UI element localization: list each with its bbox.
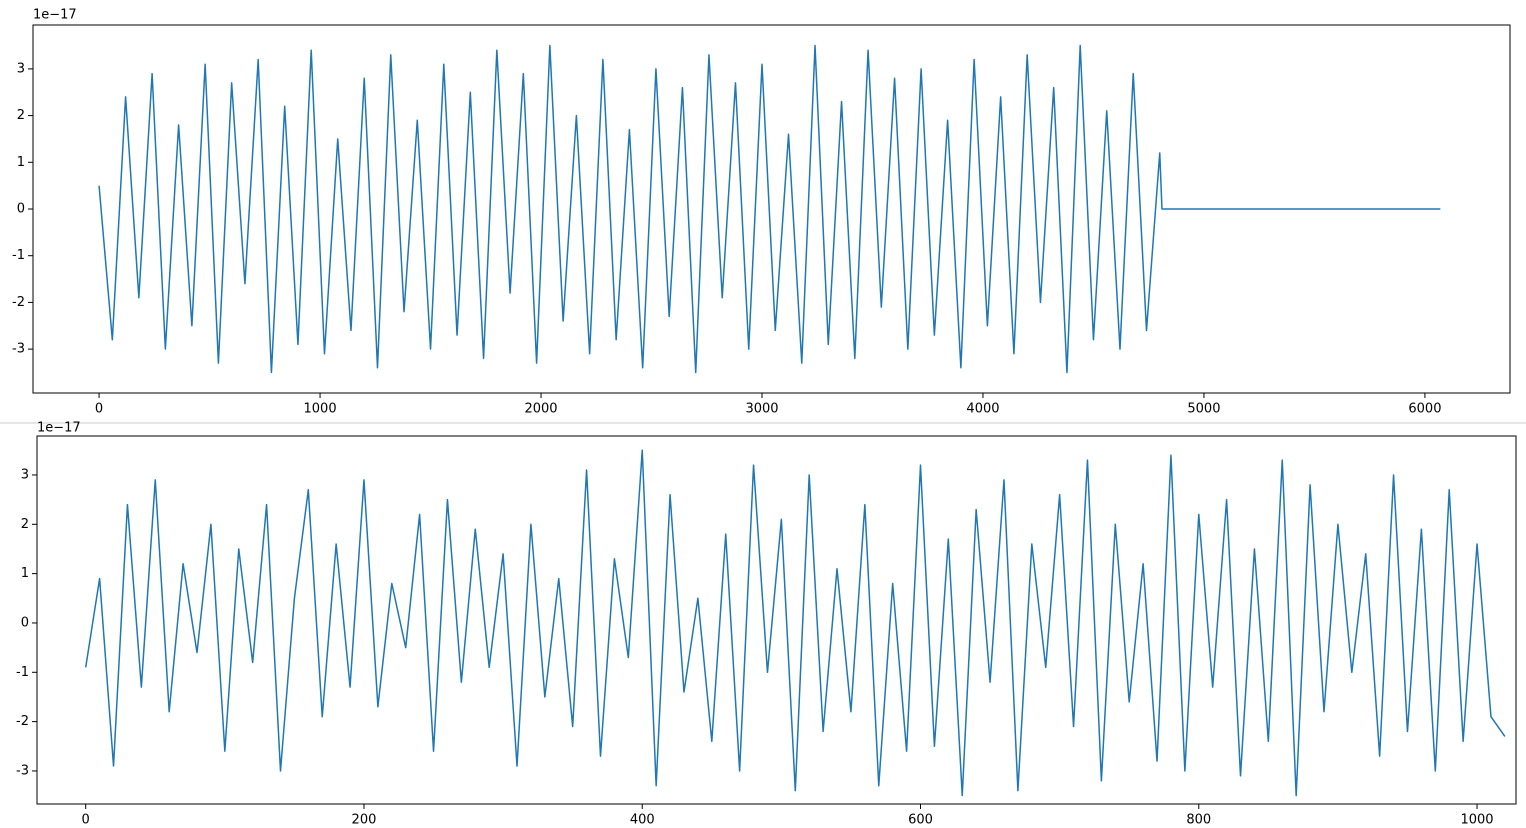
data-line: [84, 449, 1506, 797]
offset-label: 1e−17: [33, 8, 77, 23]
x-tick-label: 4000: [966, 402, 999, 417]
y-tick-label: 3: [17, 61, 25, 76]
x-tick-label: 3000: [745, 402, 778, 417]
x-tick-label: 0: [82, 813, 90, 828]
x-tick-label: 800: [1186, 813, 1211, 828]
y-tick-label: 1: [17, 155, 25, 170]
axes-frame: [36, 435, 1517, 805]
y-tick-label: 1: [21, 566, 29, 581]
x-tick-label: 0: [95, 402, 103, 417]
y-tick-label: -1: [12, 248, 25, 263]
y-tick-label: -1: [16, 665, 29, 680]
data-line: [98, 44, 1441, 374]
x-tick-label: 600: [908, 813, 933, 828]
x-tick-label: 400: [630, 813, 655, 828]
x-tick-label: 6000: [1408, 402, 1441, 417]
x-tick-label: 200: [352, 813, 377, 828]
y-tick-label: 0: [17, 202, 25, 217]
y-tick-label: -3: [16, 763, 29, 778]
y-tick-label: -2: [16, 714, 29, 729]
x-tick-label: 1000: [304, 402, 337, 417]
y-tick-label: 2: [17, 108, 25, 123]
x-tick-label: 2000: [524, 402, 557, 417]
x-tick-label: 5000: [1187, 402, 1220, 417]
x-tick-label: 1000: [1460, 813, 1493, 828]
y-tick-label: 0: [21, 615, 29, 630]
y-tick-label: 3: [21, 467, 29, 482]
y-tick-label: 2: [21, 517, 29, 532]
y-tick-label: -2: [12, 295, 25, 310]
y-tick-label: -3: [12, 342, 25, 357]
offset-label: 1e−17: [37, 421, 81, 436]
